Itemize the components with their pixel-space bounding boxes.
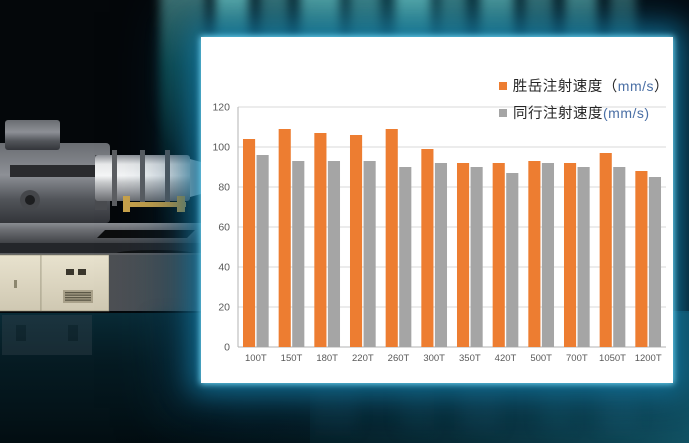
svg-text:120: 120: [212, 102, 230, 114]
svg-text:300T: 300T: [423, 353, 445, 364]
svg-text:60: 60: [218, 222, 230, 234]
svg-text:20: 20: [218, 302, 230, 314]
svg-text:500T: 500T: [530, 353, 552, 364]
svg-text:700T: 700T: [566, 353, 588, 364]
svg-text:1050T: 1050T: [599, 353, 626, 364]
svg-text:220T: 220T: [352, 353, 374, 364]
svg-text:1200T: 1200T: [635, 353, 662, 364]
svg-text:260T: 260T: [388, 353, 410, 364]
svg-text:0: 0: [224, 342, 230, 354]
svg-text:100T: 100T: [245, 353, 267, 364]
svg-text:150T: 150T: [281, 353, 303, 364]
svg-text:100: 100: [212, 142, 230, 154]
svg-text:350T: 350T: [459, 353, 481, 364]
svg-text:180T: 180T: [316, 353, 338, 364]
svg-text:80: 80: [218, 182, 230, 194]
svg-text:420T: 420T: [495, 353, 517, 364]
svg-text:40: 40: [218, 262, 230, 274]
